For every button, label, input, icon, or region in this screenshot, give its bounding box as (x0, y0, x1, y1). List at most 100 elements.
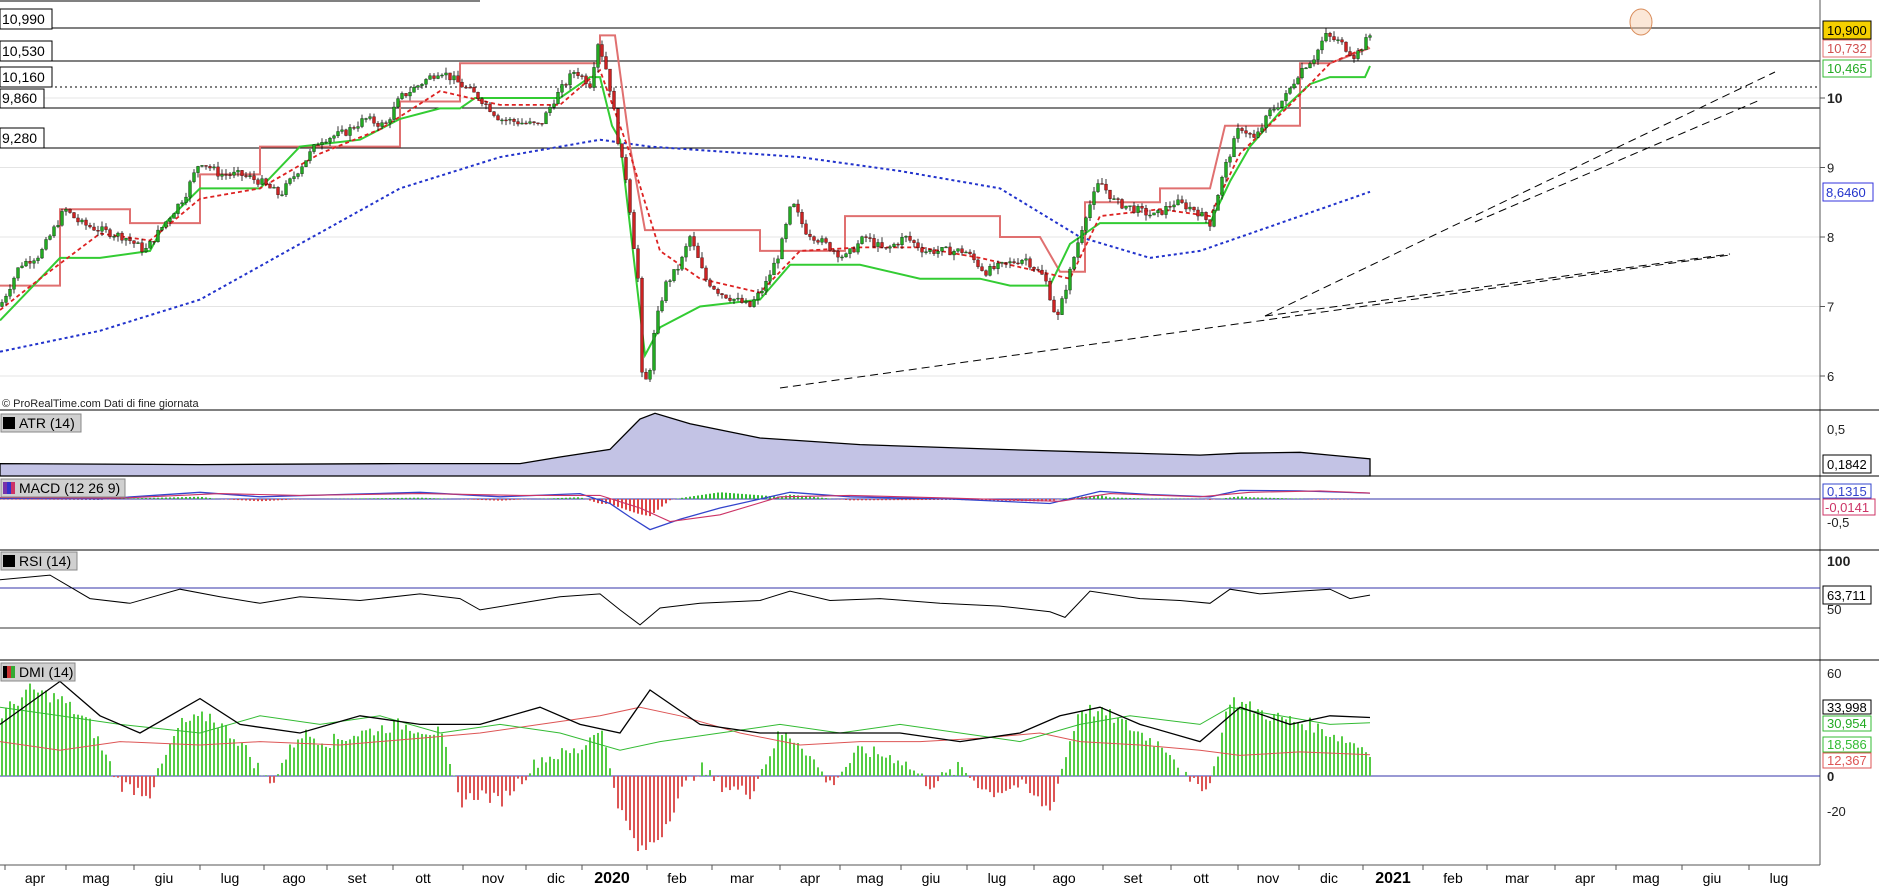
year-label: 2020 (594, 870, 630, 887)
candle-body (428, 75, 432, 80)
candle-body (1292, 83, 1296, 89)
candle-body (1236, 128, 1240, 139)
candle-body (84, 219, 88, 226)
candle-body (828, 242, 832, 251)
candle-body (888, 246, 892, 249)
candle-body (336, 131, 340, 137)
candle-body (440, 74, 444, 77)
candle-body (76, 217, 80, 223)
candle-body (180, 202, 184, 205)
candle-body (616, 108, 620, 144)
candle-body (1132, 205, 1136, 213)
svg-text:ATR (14): ATR (14) (19, 415, 75, 431)
candle-body (160, 227, 164, 231)
time-axis: apr mag giu lug ago set ott nov dic 2020 feb mar apr… (4, 865, 1788, 887)
candle-body (960, 248, 964, 253)
candle-body (1140, 206, 1144, 209)
candle-body (392, 106, 396, 120)
candle-body (212, 166, 216, 169)
svg-text:DMI (14): DMI (14) (19, 664, 73, 680)
macd-label-box: MACD (12 26 9) (0, 478, 126, 498)
candle-body (4, 295, 8, 303)
candle-body (964, 251, 968, 254)
candle-body (780, 238, 784, 260)
candle-body (1272, 109, 1276, 111)
candle-body (1368, 35, 1372, 38)
candle-body (1260, 127, 1264, 133)
candle-body (524, 122, 528, 125)
candle-body (188, 181, 192, 198)
candle-body (1068, 268, 1072, 291)
candle-body (384, 122, 388, 124)
candle-body (632, 212, 636, 249)
candle-body (1180, 199, 1184, 203)
candle-body (572, 72, 576, 74)
candle-body (904, 235, 908, 238)
candle-body (812, 236, 816, 241)
candle-body (328, 138, 332, 143)
candle-body (196, 166, 200, 173)
candle-body (1080, 230, 1084, 243)
month-label: set (348, 870, 367, 886)
candle-body (548, 107, 552, 113)
candle-body (1040, 269, 1044, 275)
candle-body (756, 292, 760, 300)
price-tick: 10 (1827, 90, 1843, 106)
candle-body (1116, 198, 1120, 200)
candle-body (848, 248, 852, 254)
candle-body (700, 257, 704, 269)
month-label: apr (25, 870, 46, 886)
macd-signal-line (0, 490, 1371, 523)
candle-body (648, 370, 652, 380)
candle-body (596, 44, 600, 68)
candle-body (840, 256, 844, 259)
candle-body (172, 213, 176, 219)
rsi-label-box: RSI (14) (0, 551, 78, 571)
candle-body (300, 166, 304, 174)
candle-body (704, 267, 708, 281)
candle-body (1240, 128, 1244, 131)
candle-body (1064, 289, 1068, 299)
last-candle-highlight (1629, 8, 1653, 36)
candle-body (476, 92, 480, 99)
candle-body (28, 261, 32, 264)
candle-body (116, 232, 120, 237)
dmi-adx-line (0, 680, 1371, 743)
price-panel: 10,990 10,530 10,160 9,860 9,280 © ProRe… (0, 0, 1874, 865)
svg-text:10,732: 10,732 (1827, 41, 1867, 56)
candle-body (1156, 210, 1160, 214)
candle-body (240, 170, 244, 176)
candle-body (288, 178, 292, 184)
candle-body (344, 129, 348, 136)
candle-body (836, 250, 840, 258)
candle-body (96, 230, 100, 232)
candle-body (868, 237, 872, 239)
candle-body (560, 84, 564, 93)
month-label: feb (667, 870, 687, 886)
svg-text:10,465: 10,465 (1827, 61, 1867, 76)
candle-body (324, 141, 328, 144)
rsi-line (0, 574, 1371, 626)
candle-body (1364, 37, 1368, 50)
candle-body (876, 242, 880, 247)
candle-body (752, 299, 756, 307)
candle-body (124, 238, 128, 241)
candle-body (352, 127, 356, 129)
candle-body (908, 235, 912, 241)
svg-text:9,280: 9,280 (2, 130, 37, 146)
candle-body (1096, 183, 1100, 192)
svg-text:8,6460: 8,6460 (1826, 185, 1866, 200)
candle-body (740, 297, 744, 303)
candle-body (1320, 40, 1324, 51)
candle-body (32, 260, 36, 264)
trendline-mid[interactable] (1264, 71, 1776, 317)
candle-body (144, 248, 148, 252)
candle-body (764, 281, 768, 292)
candle-body (16, 267, 20, 279)
trendline-long-2[interactable] (1264, 253, 1731, 317)
level-label-10990: 10,990 (0, 8, 53, 30)
candle-body (1036, 269, 1040, 271)
trendline-long[interactable] (779, 254, 1731, 389)
candle-body (852, 248, 856, 253)
